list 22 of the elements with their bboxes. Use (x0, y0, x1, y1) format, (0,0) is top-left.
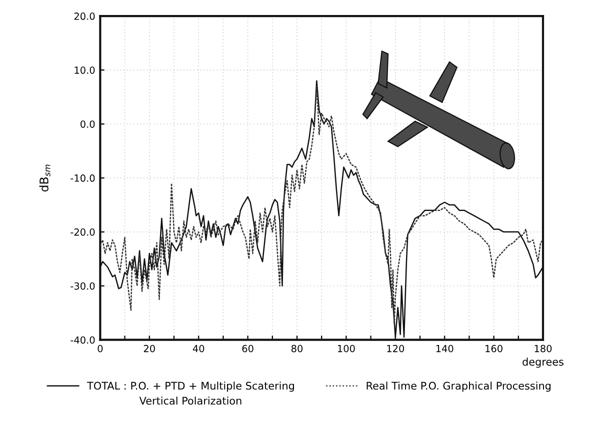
x-axis-title: degrees (522, 358, 564, 368)
y-axis-title: dB$_{sm}$ (39, 164, 50, 192)
y-tick-label: -10.0 (70, 174, 95, 182)
x-tick-label: 0 (98, 344, 103, 352)
x-tick-label: 140 (436, 344, 454, 352)
y-tick-label: -20.0 (70, 228, 95, 236)
legend-label: TOTAL : P.O. + PTD + Multiple Scatering (87, 382, 294, 392)
y-tick-label: 10.0 (74, 66, 95, 74)
y-tick-label: -40.0 (70, 336, 95, 344)
x-tick-label: 120 (387, 344, 404, 352)
x-tick-label: 80 (291, 344, 303, 352)
x-tick-label: 180 (534, 344, 552, 352)
x-tick-label: 40 (192, 344, 204, 352)
x-tick-label: 100 (338, 344, 355, 352)
text: Vertical Polarization (139, 396, 242, 405)
y-tick-label: -30.0 (70, 282, 95, 290)
x-tick-label: 160 (486, 344, 502, 352)
y-tick-label: 20.0 (74, 12, 95, 20)
legend-label: Real Time P.O. Graphical Processing (366, 382, 551, 392)
x-tick-label: 20 (144, 344, 155, 352)
y-tick-label: 0.0 (80, 120, 95, 128)
x-tick-label: 60 (242, 344, 254, 352)
